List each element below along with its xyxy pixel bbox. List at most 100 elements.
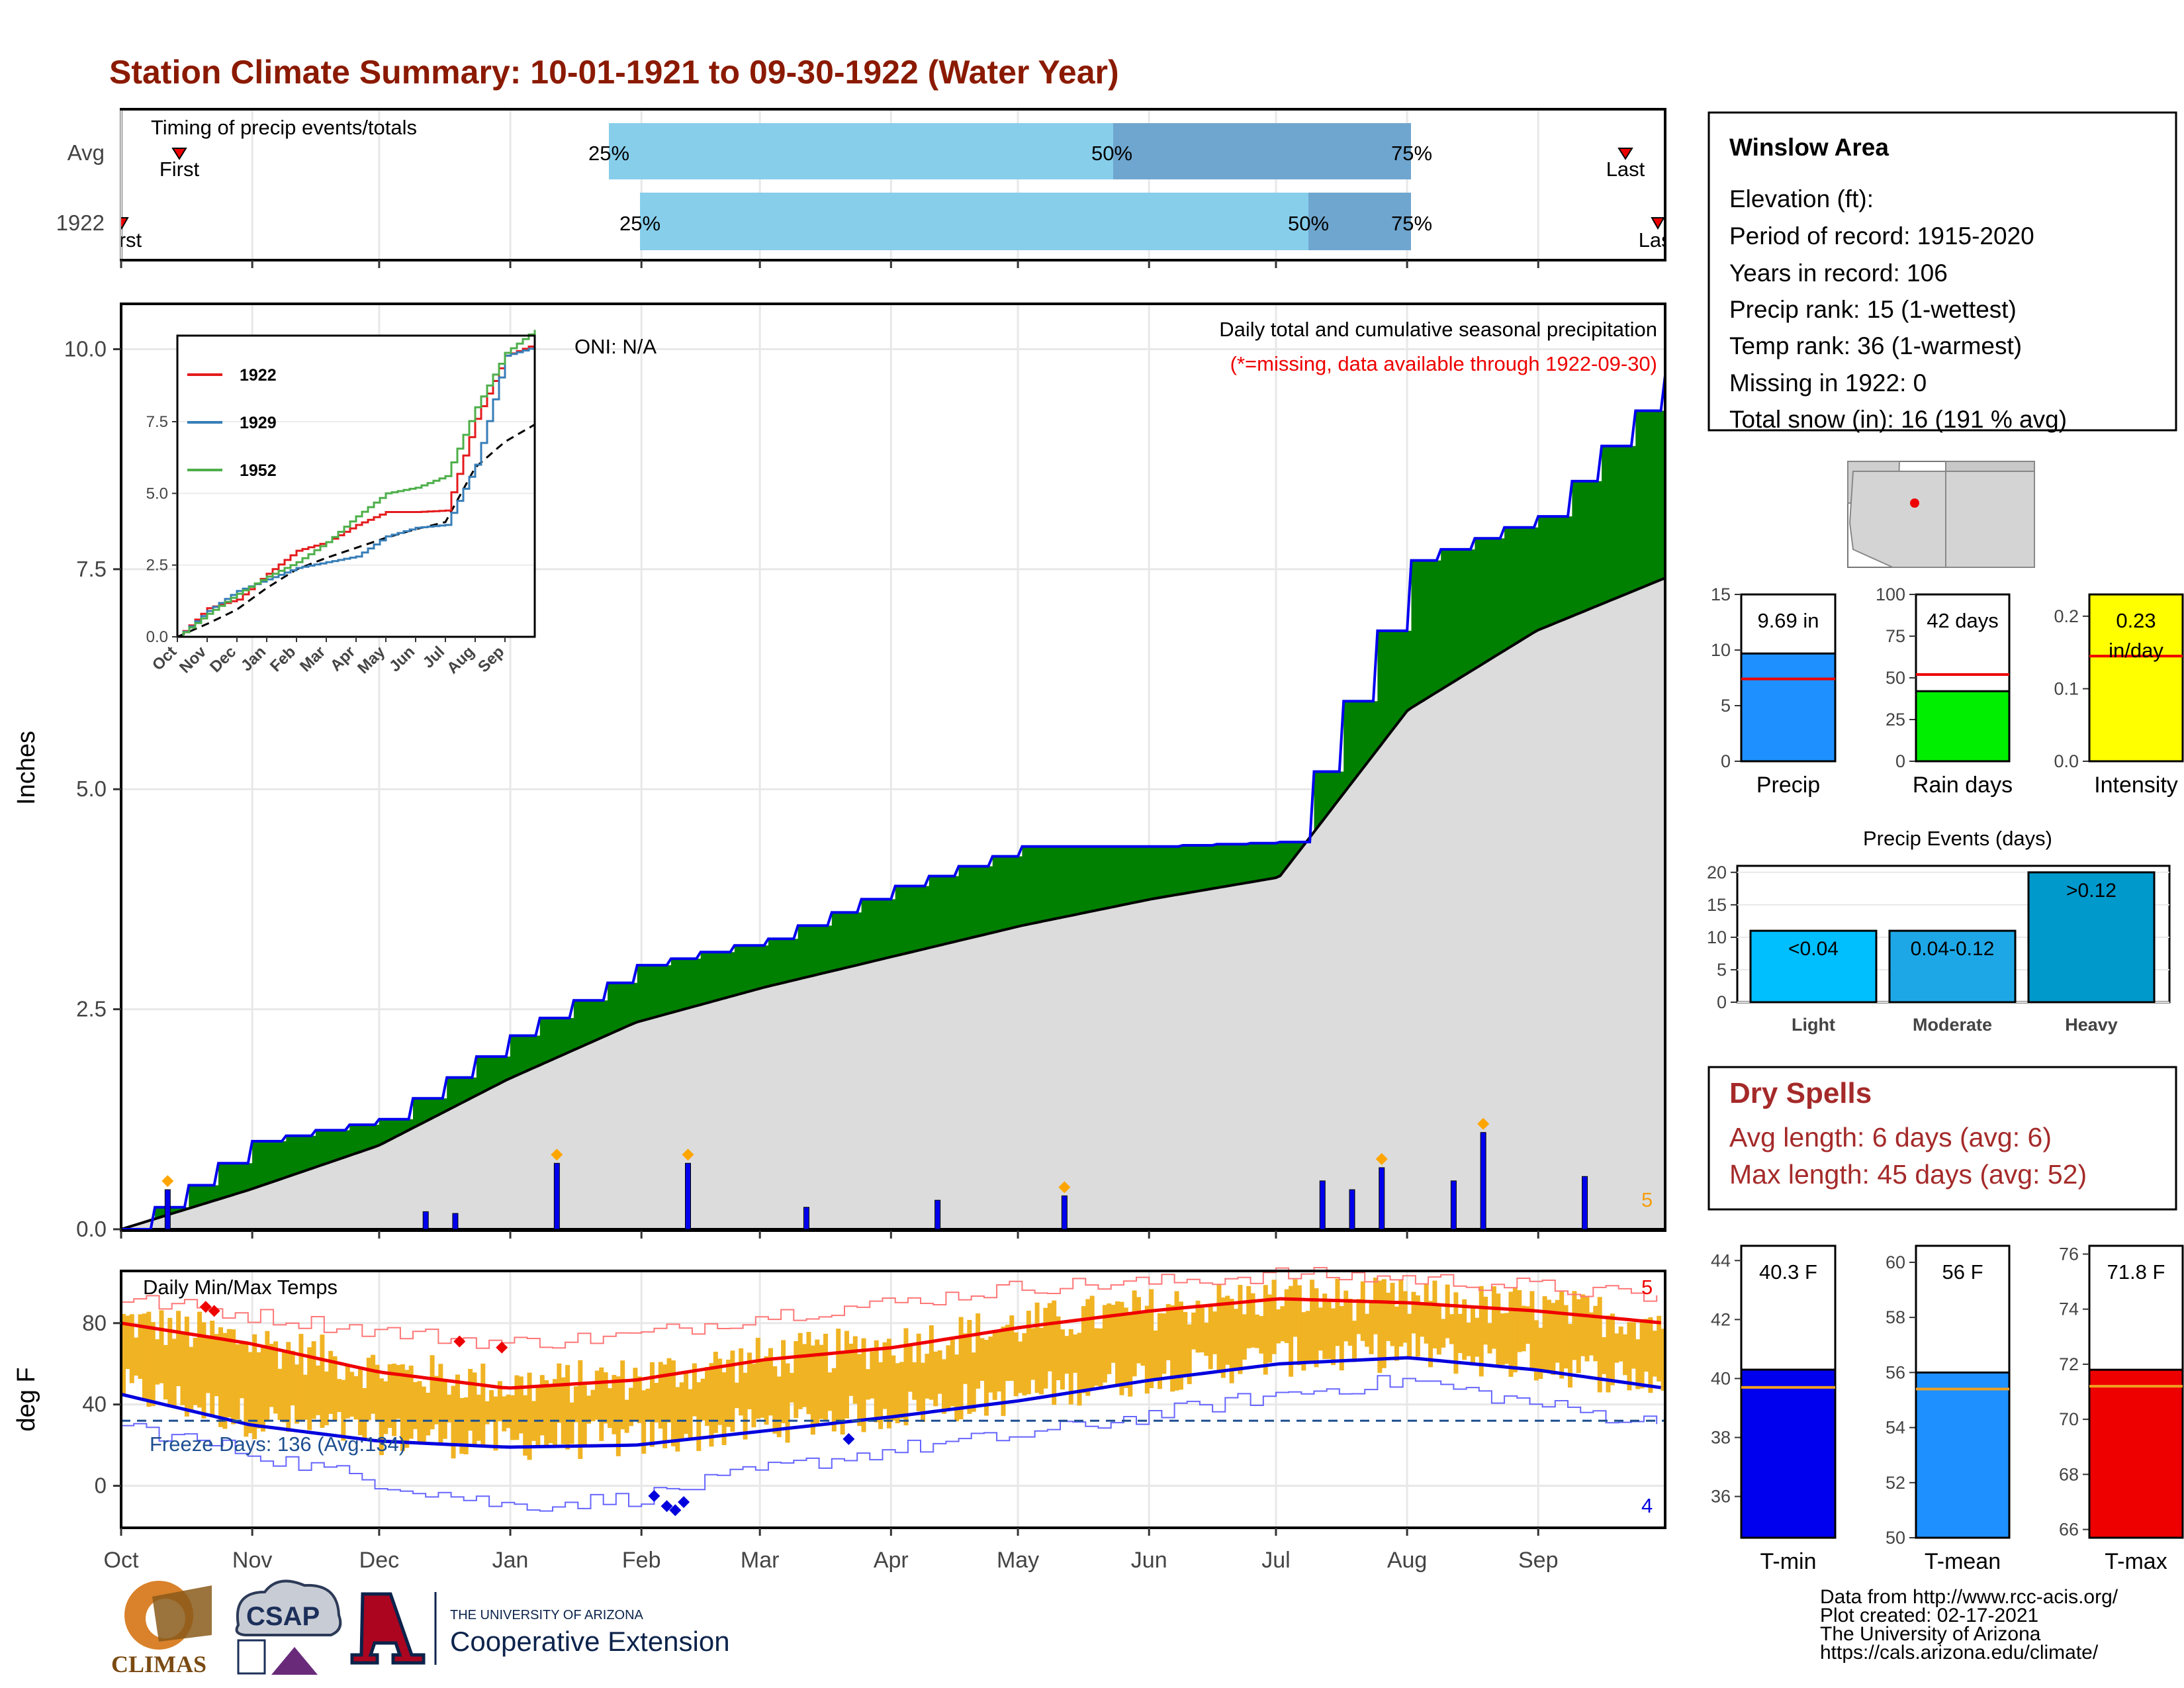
daily-temp-bar [366,1358,371,1421]
daily-temp-bar [726,1359,731,1427]
daily-temp-bar [1263,1285,1268,1375]
daily-temp-bar [760,1359,765,1418]
daily-temp-bar [442,1378,447,1439]
daily-temp-bar [214,1334,219,1397]
daily-temp-bar [142,1313,147,1400]
daily-temp-bar [645,1388,651,1422]
daily-temp-bar [493,1396,498,1451]
daily-temp-bar [565,1365,570,1450]
daily-temp-bar [844,1331,849,1419]
record-low-marker [678,1496,690,1509]
daily-temp-bar [886,1338,891,1429]
y1922-p50: 50% [1288,212,1329,235]
daily-temp-bar [1487,1323,1492,1354]
daily-temp-bar [696,1382,702,1451]
month-label-Jan: Jan [492,1548,529,1573]
month-label-May: May [997,1548,1039,1573]
daily-precip-bar [1349,1189,1355,1230]
daily-temp-bar [125,1315,130,1370]
csap-label: CSAP [246,1602,320,1631]
precip-panel: 0.0 2.5 5.0 7.5 10.0 Inches ONI: N/A Daily t… [13,303,1666,1241]
daily-temp-bar [1347,1298,1353,1346]
daily-temp-bar [921,1362,926,1423]
daily-temp-bar [290,1350,295,1406]
daily-temp-bar [810,1345,815,1435]
footer-url: https://cals.arizona.edu/climate/ [1820,1642,2099,1664]
daily-temp-bar [1246,1286,1251,1348]
daily-temp-bar [387,1364,392,1429]
precip-events-ytick-label: 10 [1707,927,1727,947]
footer: Data from http://www.rcc-acis.org/ Plot … [111,1579,2118,1677]
precip-ytick-label: 10.0 [64,336,107,361]
precip-events-bar-label: <0.04 [1788,938,1839,960]
daily-temp-bar [1199,1307,1205,1353]
daily-temp-bar [1034,1302,1040,1393]
csap-logo: CSAP [235,1579,342,1675]
month-label-Aug: Aug [1387,1548,1428,1573]
daily-temp-bar [218,1327,224,1427]
daily-temp-bar [836,1329,841,1421]
daily-temp-bar [514,1375,520,1440]
daily-temp-bar [1060,1329,1065,1390]
daily-temp-bar [1479,1286,1484,1377]
daily-temp-bar [679,1382,684,1441]
daily-temp-bar [1623,1334,1628,1376]
daily-temp-bar [684,1371,689,1434]
record-low-marker [842,1432,855,1445]
precip-total-ytick-label: 0 [1721,751,1731,771]
precip-ylabel: Inches [13,731,40,805]
daily-temp-bar [408,1366,414,1439]
daily-temp-bar [895,1363,900,1424]
daily-temp-bar [739,1348,744,1416]
inset-series-line-1952 [177,330,536,638]
daily-temp-bar [700,1378,705,1421]
daily-temp-bar [907,1343,913,1392]
daily-temp-bar [1254,1314,1259,1348]
daily-temp-bar [1013,1332,1019,1397]
rain-days-ytick-label: 50 [1886,668,1905,688]
rain-days-category-label: Rain days [1913,773,2013,798]
rain-days-ytick-label: 25 [1886,710,1905,729]
avg-p25: 25% [588,142,629,165]
page-title: Station Climate Summary: 10-01-1921 to 0… [109,54,1119,91]
daily-temp-bar [1457,1313,1463,1354]
month-label-Mar: Mar [741,1548,780,1573]
t-min-value-bar [1740,1368,1837,1539]
daily-temp-bar [967,1320,972,1414]
dry-spells-avg: Avg length: 6 days (avg: 6) [1729,1122,2052,1152]
temp-line-avg-min [120,1356,1661,1449]
map-new-mexico [1945,471,2035,568]
daily-temp-bar [1187,1324,1192,1384]
daily-temp-bar [171,1338,177,1406]
precip-events-bar-Light [1749,929,1878,1004]
daily-temp-bar [1508,1291,1514,1377]
daily-temp-bar [1580,1294,1586,1356]
period-of-record: Period of record: 1915-2020 [1729,222,2034,250]
daily-temp-bar [1157,1313,1162,1389]
daily-temp-bar [675,1387,680,1452]
daily-temp-bar [954,1354,960,1422]
inset-ytick-label: 2.5 [146,557,168,575]
inset-average-line [177,424,535,638]
daily-temp-bar [1606,1315,1611,1393]
daily-temp-bar [1314,1288,1319,1368]
daily-temp-bar [1128,1314,1133,1397]
daily-temp-bar [840,1352,845,1435]
daily-temp-bar [1123,1307,1128,1388]
daily-temp-bar [1525,1306,1531,1344]
daily-temp-bar [1614,1333,1619,1363]
daily-temp-bar [357,1369,363,1436]
daily-temp-bar [1584,1296,1590,1362]
daily-temp-bar [362,1387,367,1440]
inset-ytick-label: 0.0 [146,628,168,646]
heavy-event-marker [1477,1117,1490,1130]
daily-temp-bar [341,1380,346,1441]
daily-temp-bar [751,1364,756,1428]
daily-temp-bar [1411,1291,1416,1334]
daily-temp-bar [426,1392,431,1436]
daily-temp-bar [1140,1311,1146,1366]
t-mean-category-label: T-mean [1925,1549,2001,1574]
daily-temp-bar [463,1397,469,1455]
daily-temp-bar [1445,1284,1450,1338]
daily-temp-bar [404,1370,410,1448]
